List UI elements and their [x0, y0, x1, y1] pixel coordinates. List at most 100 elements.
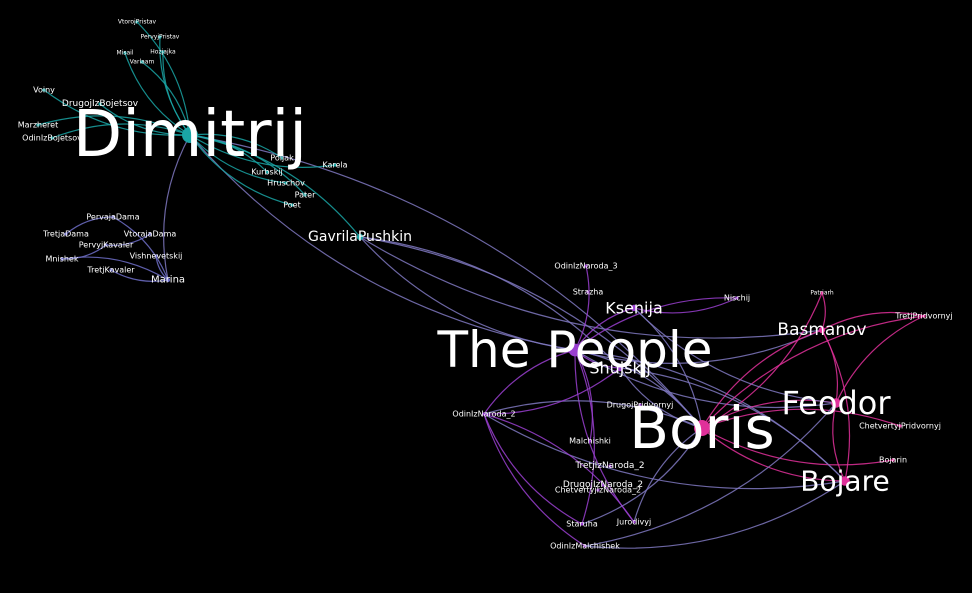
- node-label-tretjkavaler: TretjKavaler: [86, 266, 135, 275]
- node-pervyjpristav[interactable]: [158, 35, 162, 39]
- node-tretjadama[interactable]: [64, 232, 68, 236]
- node-karela[interactable]: [333, 163, 337, 167]
- graph-edge: [159, 36, 191, 136]
- node-chetvertyjizn2[interactable]: [596, 488, 600, 492]
- graph-edge: [821, 292, 826, 331]
- node-odinizn3[interactable]: [584, 264, 588, 268]
- node-vishnevetskij[interactable]: [154, 254, 158, 258]
- graph-edge: [701, 427, 894, 466]
- node-pervajadama[interactable]: [111, 215, 115, 219]
- node-tretjizn2[interactable]: [608, 464, 612, 468]
- node-label-odinizmalchishek: OdinIzMalchishek: [550, 542, 620, 551]
- node-label-mnishek: Mnishek: [46, 255, 79, 264]
- node-pater[interactable]: [303, 193, 307, 197]
- node-label-shujskij: Shujskij: [589, 359, 650, 378]
- graph-edge: [619, 367, 846, 482]
- node-kurbskij[interactable]: [265, 170, 269, 174]
- graph-edge: [189, 134, 576, 351]
- graph-edge: [835, 315, 925, 404]
- node-label-polja: Poljak: [270, 154, 294, 163]
- label-layer: Dimitrij VtorojPristav PervyjPristav Misail…: [18, 19, 953, 551]
- graph-edge: [633, 297, 738, 314]
- node-nischij[interactable]: [735, 296, 739, 300]
- node-misail[interactable]: [123, 51, 127, 55]
- graph-edge: [483, 413, 586, 547]
- node-gavrila[interactable]: [356, 233, 364, 241]
- node-label-hozjajka: Hozjajka: [150, 49, 176, 56]
- node-label-poet: Poet: [283, 201, 301, 210]
- node-voiny[interactable]: [42, 88, 46, 92]
- graph-edge: [821, 311, 925, 331]
- node-drugojizbojar[interactable]: [98, 102, 102, 106]
- node-label-misail: Misail: [117, 50, 134, 57]
- node-label-dimitrij: Dimitrij: [73, 98, 307, 172]
- graph-edge: [141, 61, 191, 136]
- node-label-feodor: Feodor: [782, 384, 892, 422]
- graph-edge: [189, 134, 703, 429]
- node-label-boris: Boris: [629, 394, 774, 462]
- graph-edge: [189, 134, 293, 206]
- node-strazha[interactable]: [586, 290, 590, 294]
- node-label-marzheret: Marzheret: [18, 121, 58, 130]
- node-vtorajadama[interactable]: [148, 232, 152, 236]
- node-jurodivyj[interactable]: [632, 520, 636, 524]
- graph-edge: [574, 297, 738, 351]
- node-hozjajka[interactable]: [161, 50, 165, 54]
- graph-edge: [821, 329, 851, 482]
- graph-edge: [584, 402, 837, 547]
- graph-edge: [574, 307, 635, 351]
- node-label-tretjpridvornyj: TretjPridvornyj: [894, 312, 952, 321]
- node-poet[interactable]: [290, 203, 294, 207]
- node-boris[interactable]: [694, 420, 710, 436]
- node-people[interactable]: [568, 343, 582, 357]
- node-staruha[interactable]: [580, 522, 584, 526]
- graph-edge: [51, 123, 191, 139]
- node-pervyjkavaler[interactable]: [104, 243, 108, 247]
- node-varlaam[interactable]: [140, 60, 144, 64]
- graph-edge: [574, 349, 837, 409]
- node-label-karela: Karela: [322, 161, 347, 170]
- node-marzheret[interactable]: [36, 123, 40, 127]
- node-drugojpridvornyj[interactable]: [638, 403, 642, 407]
- graph-edge: [359, 236, 621, 369]
- node-tretjpridvornyj[interactable]: [922, 314, 926, 318]
- graph-edge: [155, 255, 169, 281]
- node-bojarin[interactable]: [891, 458, 895, 462]
- node-polja[interactable]: [280, 156, 284, 160]
- graph-edge: [61, 244, 107, 260]
- node-odinizmalchishek[interactable]: [583, 544, 587, 548]
- node-label-bojarin: Bojarin: [879, 456, 907, 465]
- node-tretjkavaler[interactable]: [109, 268, 113, 272]
- node-label-odinizbojetsov: OdinIzBojetsov: [22, 134, 82, 143]
- node-malchishki[interactable]: [588, 439, 592, 443]
- node-dimitrij[interactable]: [182, 127, 198, 143]
- node-bojare[interactable]: [840, 476, 850, 486]
- graph-edge: [124, 52, 191, 136]
- node-label-vishnevetskij: Vishnevetskij: [130, 252, 183, 261]
- node-label-strazha: Strazha: [573, 288, 604, 297]
- node-kseniia[interactable]: [630, 304, 638, 312]
- node-odinizbojetsov[interactable]: [50, 136, 54, 140]
- node-patriarh[interactable]: [820, 291, 824, 295]
- node-vtorojpristav[interactable]: [135, 20, 139, 24]
- graph-edge: [189, 134, 361, 238]
- node-label-kurbskij: Kurbskij: [251, 168, 283, 177]
- node-label-basmanov: Basmanov: [777, 320, 866, 340]
- node-basmanov[interactable]: [818, 326, 826, 334]
- node-shujskij[interactable]: [616, 364, 624, 372]
- node-odinizn2[interactable]: [482, 412, 486, 416]
- node-drugojizn2[interactable]: [601, 483, 605, 487]
- node-feodor[interactable]: [831, 398, 841, 408]
- node-mnishek[interactable]: [60, 257, 64, 261]
- node-marina[interactable]: [165, 277, 171, 283]
- node-chetvertyjpridvornyj[interactable]: [898, 424, 902, 428]
- graph-edge: [136, 21, 191, 136]
- node-label-nischij: Nischij: [724, 294, 750, 303]
- graph-edge: [633, 427, 703, 523]
- graph-edge: [110, 269, 169, 282]
- node-hruschov[interactable]: [284, 181, 288, 185]
- node-label-odinizn2: OdinIzNaroda_2: [452, 410, 515, 419]
- node-label-voiny: Voiny: [33, 86, 55, 95]
- node-label-gavrila: GavrilaPushkin: [308, 229, 412, 245]
